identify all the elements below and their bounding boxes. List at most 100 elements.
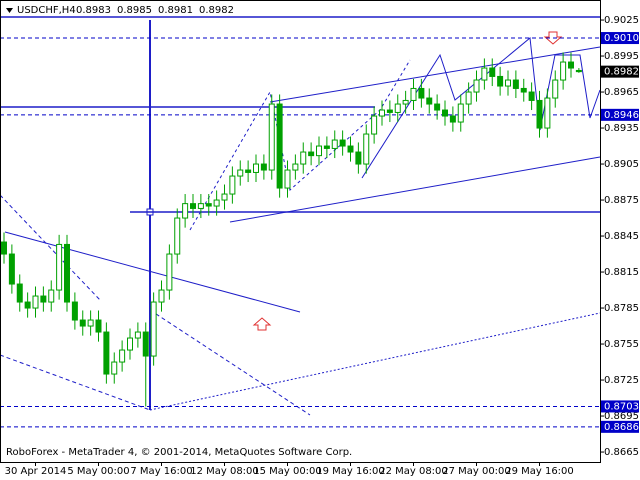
candle-body xyxy=(24,301,31,309)
x-tick-label: 15 May 00:00 xyxy=(253,466,322,477)
candle-body xyxy=(300,151,307,165)
candle-body xyxy=(260,163,267,171)
x-tick-label: 7 May 16:00 xyxy=(130,466,192,477)
plot-frame xyxy=(0,0,601,463)
up-arrow xyxy=(252,317,272,331)
trend-line xyxy=(269,46,601,103)
x-tick-label: 22 May 08:00 xyxy=(379,466,448,477)
trend-line xyxy=(4,231,301,313)
y-tick-label: 0.8965 xyxy=(604,87,639,98)
y-tick-label: 0.8845 xyxy=(604,231,639,242)
candle-body xyxy=(119,349,126,363)
y-tick-label: 0.8695 xyxy=(604,411,639,422)
candle-body xyxy=(16,283,23,303)
candle-body xyxy=(182,203,189,219)
x-tick-label: 5 May 00:00 xyxy=(67,466,129,477)
trend-line xyxy=(0,354,151,411)
x-tick-label: 19 May 16:00 xyxy=(316,466,385,477)
symbol: USDCHF,H4 xyxy=(17,5,76,16)
x-tick-label: 29 May 16:00 xyxy=(505,466,574,477)
trend-line xyxy=(229,156,601,223)
y-tick-label: 0.8875 xyxy=(604,195,639,206)
candle-body xyxy=(434,103,441,111)
candle-body xyxy=(48,289,55,303)
candle-body xyxy=(536,99,543,129)
candle-body xyxy=(568,61,574,69)
candle-body xyxy=(1,241,7,255)
ohlc-low: 0.8981 xyxy=(158,5,193,16)
candle-body xyxy=(520,87,527,93)
candle-body xyxy=(331,139,338,149)
candle-body xyxy=(528,91,535,101)
candle-body xyxy=(158,289,165,303)
candle-body xyxy=(103,331,110,375)
candle-body xyxy=(111,361,118,375)
candle-body xyxy=(166,253,173,291)
candle-body xyxy=(339,139,346,147)
y-tick-label: 0.8905 xyxy=(604,159,639,170)
candle-body xyxy=(449,115,456,123)
trend-line xyxy=(0,194,101,301)
candle-body xyxy=(205,203,212,207)
candle-body xyxy=(457,103,464,123)
candle-body xyxy=(386,109,393,113)
level-label-box xyxy=(601,400,639,413)
candle-body xyxy=(284,169,291,189)
y-tick-label: 0.8785 xyxy=(604,303,639,314)
ohlc-high: 0.8985 xyxy=(117,5,152,16)
candle-body xyxy=(560,61,567,81)
candle-body xyxy=(512,79,519,89)
candle-body xyxy=(229,175,236,195)
ohlc-close: 0.8982 xyxy=(199,5,234,16)
candle-body xyxy=(379,109,385,117)
candle-body xyxy=(552,79,559,99)
candle-body xyxy=(465,91,472,105)
candle-body xyxy=(402,99,409,105)
candle-body xyxy=(544,97,551,129)
candle-body xyxy=(174,217,181,255)
candle-body xyxy=(497,75,504,87)
level-label: 0.8703 xyxy=(604,401,639,412)
candle-body xyxy=(245,169,252,173)
level-label: 0.9010 xyxy=(604,33,639,44)
candle-body xyxy=(79,319,86,327)
y-tick-label: 0.9025 xyxy=(604,15,639,26)
candle-body xyxy=(442,109,448,117)
candle-body xyxy=(489,67,496,77)
candle-body xyxy=(276,103,283,189)
candle-body xyxy=(40,295,47,303)
level-label-box xyxy=(601,420,639,433)
y-tick-label: 0.8725 xyxy=(604,375,639,386)
candle-body xyxy=(56,243,63,291)
candle-body xyxy=(213,199,220,207)
candle-body xyxy=(134,331,141,339)
menu-triangle xyxy=(6,8,13,13)
x-tick-label: 12 May 08:00 xyxy=(190,466,259,477)
candle-body xyxy=(237,169,244,177)
y-tick-label: 0.8815 xyxy=(604,267,639,278)
candle-body xyxy=(197,203,204,209)
candle-body xyxy=(363,133,370,165)
y-tick-label: 0.8665 xyxy=(604,447,639,458)
ohlc-open: 0.8983 xyxy=(76,5,111,16)
candle-body xyxy=(32,295,39,309)
trend-line xyxy=(149,312,601,411)
level-label: 0.8686 xyxy=(604,422,639,433)
candle-body xyxy=(347,145,354,153)
candle-body xyxy=(71,301,78,321)
candle-body xyxy=(394,103,401,113)
wave-path xyxy=(189,59,411,231)
x-tick-label: 27 May 00:00 xyxy=(442,466,511,477)
candle-body xyxy=(505,79,511,87)
watermark: RoboForex - MetaTrader 4, © 2001-2014, M… xyxy=(6,447,352,458)
candle-body xyxy=(253,163,259,173)
candle-body xyxy=(426,97,433,105)
candle-body xyxy=(292,163,299,171)
candle-body xyxy=(150,301,157,357)
candle-body xyxy=(316,145,322,157)
candle-body xyxy=(221,193,228,201)
current-price-label: 0.8982 xyxy=(604,67,639,78)
analysis-drawings xyxy=(0,16,601,416)
candle-body xyxy=(142,331,149,357)
candle-body xyxy=(371,115,378,135)
